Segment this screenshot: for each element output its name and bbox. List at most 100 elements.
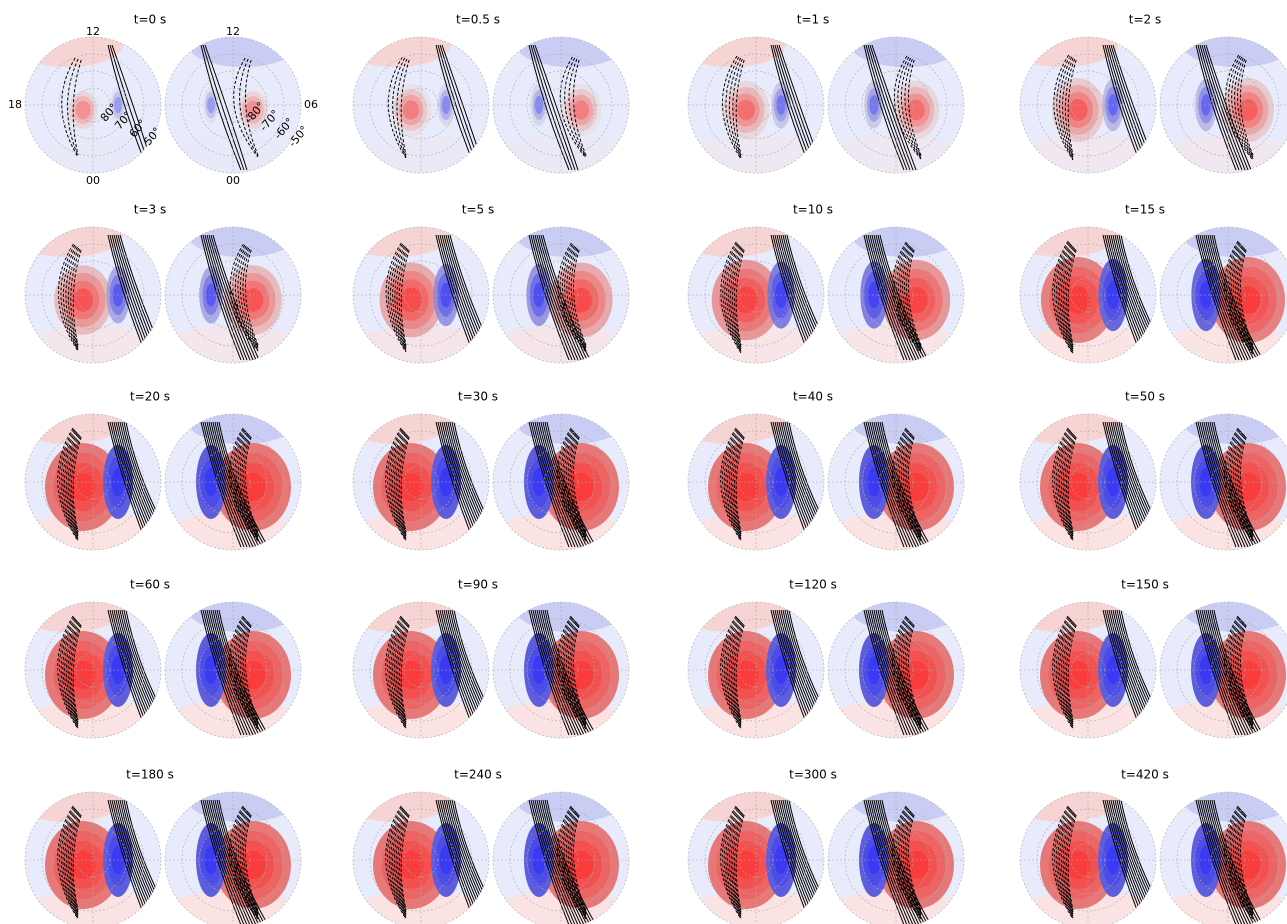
panel-title: t=120 s: [789, 578, 837, 592]
contour: [534, 44, 579, 171]
contour: [538, 609, 585, 736]
contour: [385, 805, 407, 920]
polar-map: [688, 37, 824, 173]
contour: [218, 609, 269, 736]
contour: [720, 615, 742, 730]
contour: [397, 812, 408, 913]
map-rim: [827, 226, 965, 364]
contour: [67, 811, 79, 914]
contour: [239, 433, 259, 536]
red-cell: [68, 91, 98, 129]
lat-circle: [509, 618, 613, 722]
red-cell: [390, 83, 432, 137]
contour: [735, 436, 745, 533]
contour: [232, 429, 259, 540]
lat-circle: [369, 430, 473, 534]
contour: [869, 44, 914, 171]
contour: [725, 618, 742, 727]
panel-title: t=150 s: [1121, 578, 1169, 592]
contour: [1195, 799, 1237, 924]
contour: [123, 421, 161, 548]
low-region: [353, 890, 489, 924]
map-rim: [24, 226, 162, 364]
contour: [69, 622, 80, 723]
contour: [530, 234, 573, 361]
contour: [784, 609, 824, 736]
contour: [210, 609, 257, 736]
lat-circle: [509, 808, 613, 912]
panel-title: t=2 s: [1129, 13, 1161, 27]
contour: [385, 242, 407, 353]
contour: [1205, 234, 1252, 361]
contour: [60, 807, 79, 918]
contour: [239, 621, 259, 724]
polar-map: [493, 37, 629, 173]
contour: [242, 248, 259, 347]
contour: [449, 234, 489, 361]
contour: [730, 246, 742, 349]
low-region: [688, 890, 824, 924]
contour: [238, 620, 259, 725]
contour: [871, 234, 917, 361]
polar-map: [1160, 414, 1287, 550]
contour: [234, 808, 259, 917]
contour: [1066, 435, 1076, 534]
polar-map: [165, 602, 301, 738]
panel-title: t=30 s: [458, 390, 498, 404]
contour: [67, 58, 79, 157]
contour: [863, 421, 905, 548]
contour: [400, 249, 410, 346]
lat-circle: [509, 53, 613, 157]
lat-circle: [704, 243, 808, 347]
contour: [893, 806, 922, 919]
map-rim: [827, 791, 965, 924]
red-cell: [1065, 286, 1091, 314]
contour: [393, 432, 407, 537]
noon-band: [1183, 37, 1287, 67]
contour: [1233, 245, 1254, 350]
contour: [385, 615, 407, 730]
contour: [60, 617, 79, 728]
polar-map: [353, 602, 489, 738]
contour: [906, 623, 922, 722]
contour: [869, 609, 914, 736]
red-cell: [1068, 98, 1088, 122]
contour: [392, 619, 407, 726]
contour: [62, 618, 79, 727]
contour: [725, 430, 742, 539]
map-rim: [164, 226, 302, 364]
contour: [390, 808, 407, 917]
contour: [735, 59, 745, 156]
contour: [1228, 55, 1254, 160]
contour: [200, 799, 242, 924]
contour: [208, 421, 254, 548]
contour: [558, 616, 587, 729]
contour: [732, 58, 743, 157]
contour: [387, 616, 407, 729]
contour: [1201, 609, 1246, 736]
contour: [229, 615, 259, 730]
contour: [387, 428, 407, 541]
contour: [784, 234, 824, 361]
lat-circle: [844, 430, 948, 534]
contour: [566, 810, 587, 915]
contour: [1064, 434, 1075, 535]
contour: [893, 428, 922, 541]
red-cell: [904, 286, 928, 314]
contour: [1213, 609, 1264, 736]
contour: [1066, 813, 1076, 912]
contour: [723, 807, 742, 918]
contour: [1227, 429, 1254, 540]
contour: [725, 808, 742, 917]
red-cell: [398, 94, 424, 126]
contour: [1059, 56, 1074, 159]
contour: [206, 799, 251, 924]
contour: [557, 615, 587, 730]
contour: [892, 241, 922, 354]
contour: [863, 609, 905, 736]
contour: [65, 620, 79, 725]
panel-title: t=90 s: [458, 578, 498, 592]
contour: [1227, 807, 1254, 918]
map-rim: [492, 413, 630, 551]
contour: [218, 421, 269, 548]
